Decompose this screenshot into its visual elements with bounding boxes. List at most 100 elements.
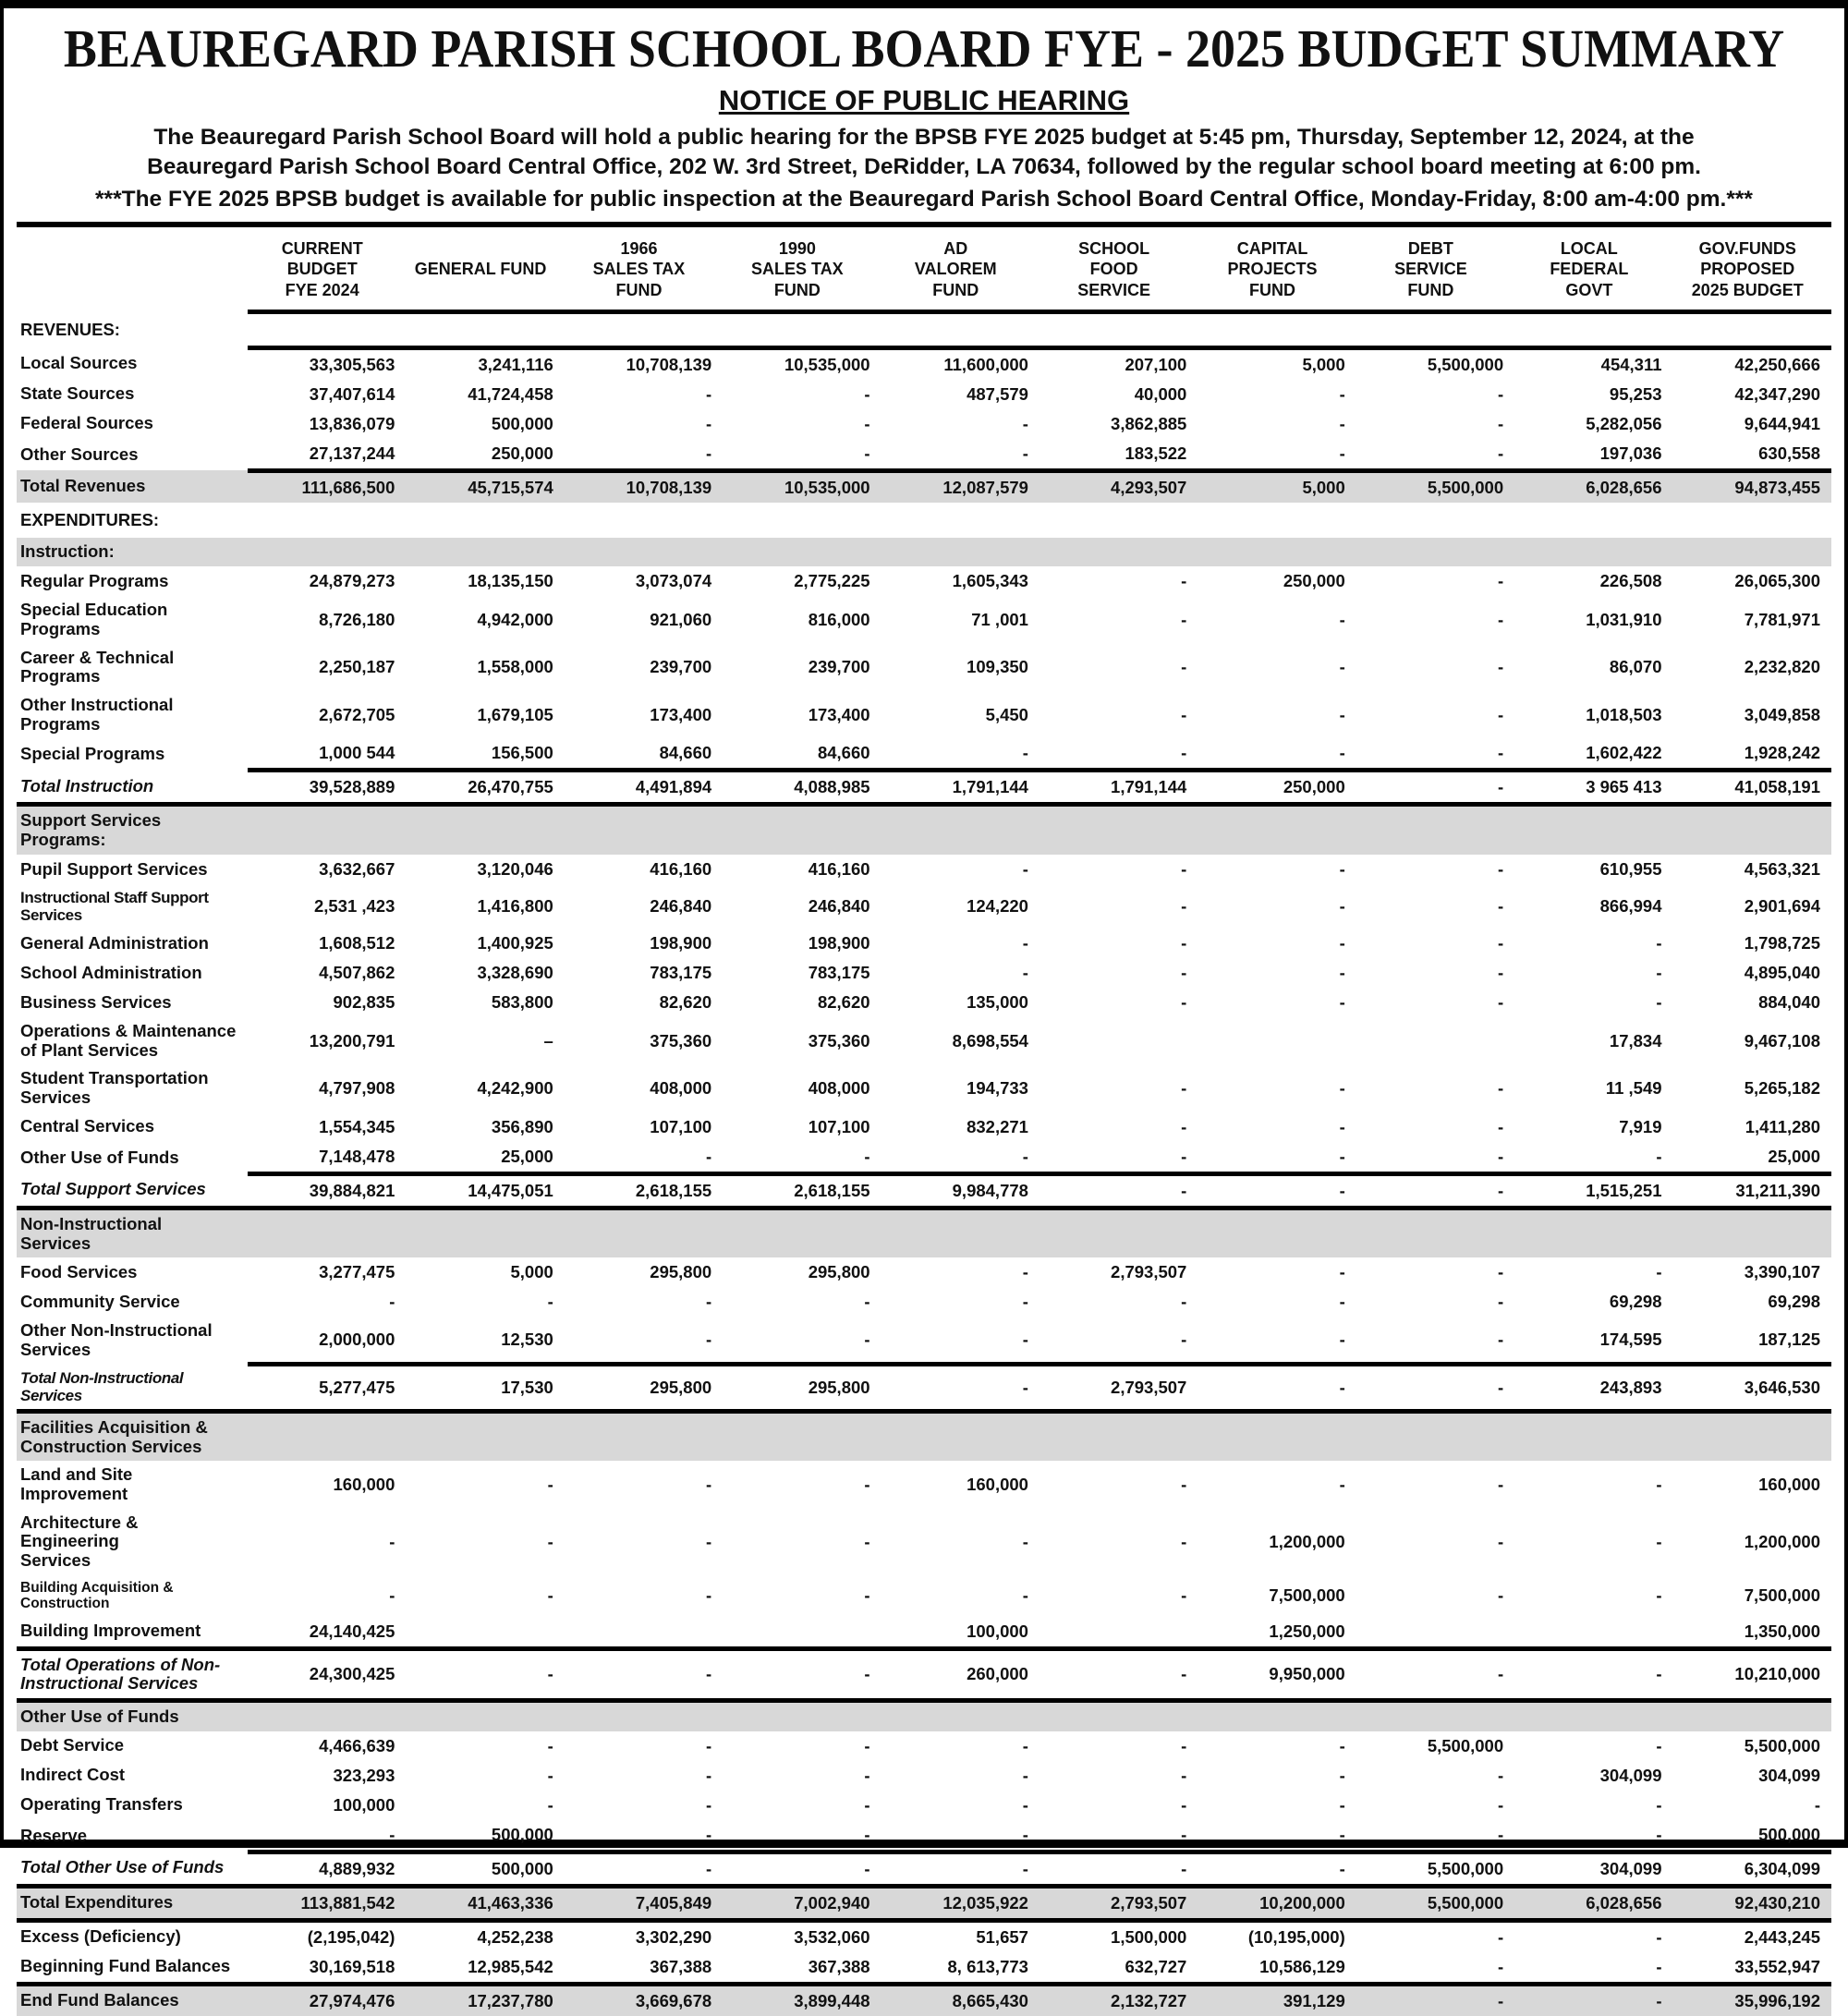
cell-value: 4,797,908 xyxy=(319,1078,395,1099)
cell-value: 1,250,000 xyxy=(1269,1621,1345,1641)
cell-value: 4,293,507 xyxy=(1039,468,1198,503)
row-label: Excess (Deficiency) xyxy=(20,1926,181,1947)
cell-value: - xyxy=(1497,1531,1504,1551)
cell-value: - xyxy=(1198,1362,1356,1414)
cell-value: 33,552,947 xyxy=(1734,1956,1820,1976)
cell-value xyxy=(723,538,881,567)
cell-value: 69,298 xyxy=(1609,1292,1662,1312)
cell-value: (2,195,042) xyxy=(307,1926,395,1947)
cell-value: 31,211,390 xyxy=(1672,1171,1831,1210)
cell-value xyxy=(723,1700,881,1731)
table-row: Total Support Services 39,884,821 14,475,0… xyxy=(17,1171,1831,1210)
cell-value xyxy=(564,538,723,567)
cell-value xyxy=(406,538,565,567)
cell-value xyxy=(1039,1208,1198,1258)
cell-value xyxy=(1040,1017,1198,1064)
cell-value xyxy=(1039,804,1198,855)
cell-value: 1,791,144 xyxy=(1039,768,1198,808)
cell-value: 9,644,941 xyxy=(1744,413,1820,433)
cell-value: 18,135,150 xyxy=(468,571,553,591)
cell-value: - xyxy=(1339,962,1345,982)
cell-value: 1,928,242 xyxy=(1744,743,1820,763)
cell-value: - xyxy=(864,1824,870,1844)
cell-value: - xyxy=(881,1362,1040,1414)
cell-value: - xyxy=(1339,704,1345,724)
table-row: Operations & Maintenance of Plant Servic… xyxy=(17,1017,1831,1064)
cell-value xyxy=(565,1617,723,1649)
cell-value xyxy=(1356,1411,1515,1462)
row-label: Facilities Acquisition & Construction Se… xyxy=(17,1411,248,1462)
cell-value xyxy=(1040,1617,1198,1649)
cell-value: - xyxy=(864,1765,870,1785)
cell-value: - xyxy=(1339,1474,1345,1494)
cell-value xyxy=(248,503,406,539)
cell-value: 26,470,755 xyxy=(406,768,565,808)
cell-value: 5,450 xyxy=(985,704,1028,724)
cell-value: 783,175 xyxy=(808,962,870,982)
table-row: Architecture & Engineering Services - - - - -… xyxy=(17,1509,1831,1575)
cell-value: 243,893 xyxy=(1514,1362,1673,1414)
cell-value: - xyxy=(1656,1794,1662,1815)
cell-value: - xyxy=(706,1531,712,1551)
cell-value: - xyxy=(1181,1765,1187,1785)
cell-value: 10,586,129 xyxy=(1259,1956,1345,1976)
cell-value: 5,500,000 xyxy=(1427,1735,1504,1755)
table-row: Total Non-Instructional Services 5,277,47… xyxy=(17,1362,1831,1414)
cell-value: 500,000 xyxy=(406,1849,565,1888)
cell-value: 113,881,542 xyxy=(248,1886,407,1923)
cell-value: 5,265,182 xyxy=(1744,1078,1820,1099)
cell-value xyxy=(881,1700,1040,1731)
cell-value: 454,311 xyxy=(1600,354,1662,374)
table-row: Total Expenditures 113,881,542 41,463,336 7… xyxy=(17,1886,1831,1923)
cell-value: 160,000 xyxy=(333,1474,395,1494)
cell-value: 250,000 xyxy=(1198,768,1356,808)
cell-value: 1,411,280 xyxy=(1745,1116,1820,1136)
cell-value: 13,200,791 xyxy=(309,1030,395,1051)
cell-value xyxy=(406,1617,564,1649)
cell-value: 4,563,321 xyxy=(1744,858,1820,879)
cell-value: 187,125 xyxy=(1758,1329,1820,1349)
cell-value: 2,793,507 xyxy=(1111,1262,1187,1282)
cell-value: - xyxy=(1339,413,1345,433)
cell-value: 2,775,225 xyxy=(794,571,870,591)
cell-value: - xyxy=(1022,1824,1028,1844)
cell-value xyxy=(1039,1700,1198,1731)
cell-value: 391,129 xyxy=(1198,1981,1356,2016)
row-label: Food Services xyxy=(20,1261,138,1281)
cell-value: 375,360 xyxy=(808,1030,870,1051)
cell-value: 11,600,000 xyxy=(943,354,1028,374)
cell-value: 632,727 xyxy=(1125,1956,1187,1976)
cell-value: - xyxy=(406,1646,565,1703)
row-label: Other Non-Instructional Services xyxy=(20,1320,213,1359)
cell-value: 1,602,422 xyxy=(1586,743,1662,763)
cell-value: - xyxy=(706,1824,712,1844)
cell-value: 6,304,099 xyxy=(1672,1849,1831,1888)
cell-value: 1,416,800 xyxy=(477,895,553,916)
row-label: Central Services xyxy=(20,1116,155,1136)
cell-value: 7,500,000 xyxy=(1269,1585,1345,1606)
cell-value: 416,160 xyxy=(808,858,870,879)
cell-value: - xyxy=(1022,1765,1028,1785)
table-row: Total Other Use of Funds 4,889,932 500,000… xyxy=(17,1849,1831,1888)
cell-value xyxy=(1514,538,1673,567)
cell-value xyxy=(1356,311,1515,350)
cell-value: 1,558,000 xyxy=(477,657,553,677)
table-row: Total Revenues 111,686,500 45,715,574 10,70… xyxy=(17,468,1831,503)
row-label: Building Improvement xyxy=(20,1621,201,1641)
cell-value: - xyxy=(864,1735,870,1755)
cell-value: - xyxy=(1039,1646,1198,1703)
cell-value: - xyxy=(1656,1262,1662,1282)
cell-value: 2,618,155 xyxy=(723,1171,881,1210)
column-header: 1990 SALES TAX FUND xyxy=(723,224,881,314)
cell-value: - xyxy=(1339,932,1345,953)
cell-value: - xyxy=(1181,609,1187,629)
cell-value: 6,028,656 xyxy=(1514,1886,1673,1923)
cell-value: - xyxy=(1181,743,1187,763)
cell-value xyxy=(1198,1411,1356,1462)
cell-value: 866,994 xyxy=(1599,895,1662,916)
row-label: Total Revenues xyxy=(17,470,248,503)
cell-value: - xyxy=(1497,1292,1504,1312)
cell-value: - xyxy=(706,443,712,463)
row-label: Instructional Staff Support Services xyxy=(20,888,209,924)
cell-value: - xyxy=(706,1585,712,1606)
